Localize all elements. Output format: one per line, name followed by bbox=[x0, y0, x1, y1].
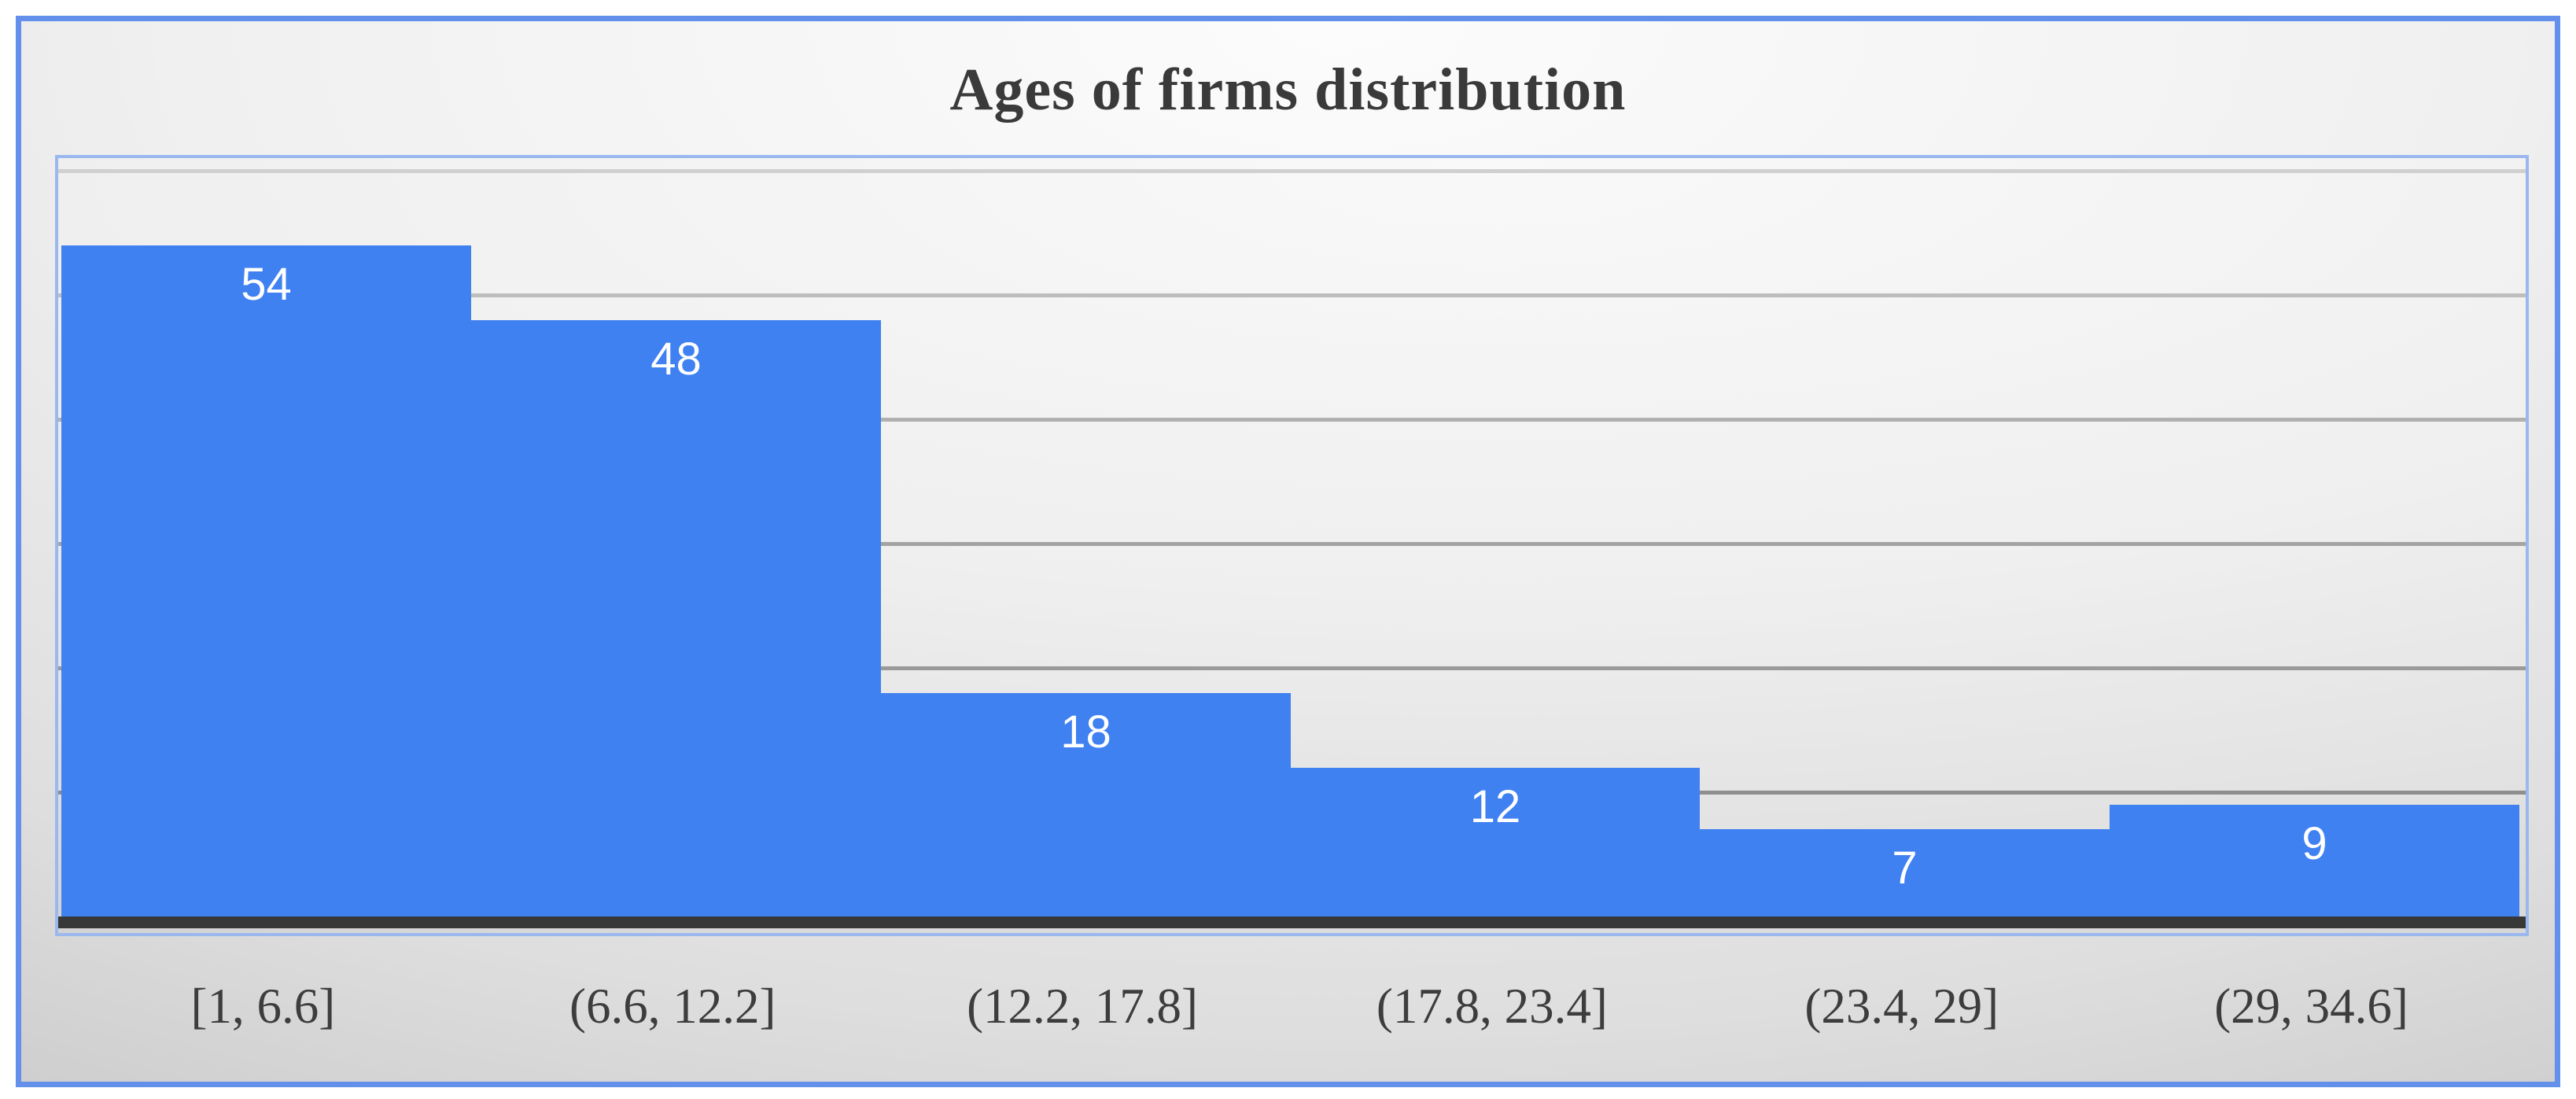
gridline bbox=[58, 418, 2526, 422]
frequency-bar: 9 bbox=[2110, 805, 2519, 916]
frequency-bar: 7 bbox=[1700, 829, 2110, 916]
gridline bbox=[58, 293, 2526, 297]
x-tick-label: (29, 34.6] bbox=[2214, 979, 2408, 1034]
gridline bbox=[58, 169, 2526, 173]
bar-value-label: 7 bbox=[1892, 843, 1918, 894]
gridline bbox=[58, 542, 2526, 546]
x-tick-label: (6.6, 12.2] bbox=[569, 979, 776, 1034]
chart-frame: Ages of firms distribution 54 48 18 12 7 9 [1… bbox=[16, 16, 2560, 1087]
frequency-bar: 18 bbox=[881, 693, 1291, 916]
gridline bbox=[58, 666, 2526, 670]
x-tick-label: (17.8, 23.4] bbox=[1376, 979, 1608, 1034]
plot-area: 54 48 18 12 7 9 bbox=[55, 155, 2529, 936]
x-axis-line bbox=[58, 916, 2526, 928]
x-axis-tick-labels: [1, 6.6] (6.6, 12.2] (12.2, 17.8] (17.8, 23… bbox=[58, 969, 2516, 1044]
bar-value-label: 9 bbox=[2301, 818, 2327, 869]
frequency-bar: 12 bbox=[1291, 768, 1700, 916]
frequency-bar: 48 bbox=[471, 320, 881, 916]
chart-title: Ages of firms distribution bbox=[949, 57, 1627, 123]
x-tick-label: (23.4, 29] bbox=[1804, 979, 1999, 1034]
bar-value-label: 18 bbox=[1060, 706, 1111, 758]
bar-value-label: 54 bbox=[241, 259, 292, 310]
x-tick-label: (12.2, 17.8] bbox=[967, 979, 1199, 1034]
bar-value-label: 12 bbox=[1469, 781, 1521, 832]
bar-value-label: 48 bbox=[650, 334, 702, 385]
frequency-bar: 54 bbox=[61, 245, 471, 916]
x-tick-label: [1, 6.6] bbox=[190, 979, 336, 1034]
